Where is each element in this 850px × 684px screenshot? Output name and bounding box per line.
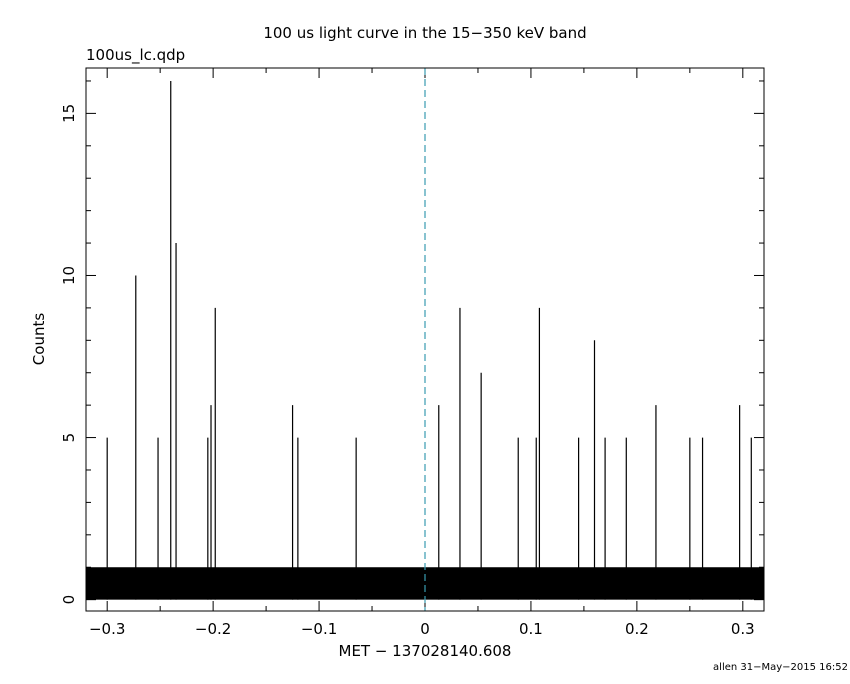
- x-tick-label: 0.2: [625, 620, 649, 638]
- x-tick-label: 0: [420, 620, 430, 638]
- x-axis-label: MET − 137028140.608: [339, 642, 512, 660]
- y-tick-label: 0: [60, 595, 78, 605]
- chart-subtitle: 100us_lc.qdp: [86, 46, 185, 65]
- baseline-fill: [86, 567, 764, 600]
- ticks-group: −0.3 −0.2 −0.1 0 0.1 0.2 0.3 0 5 10 15: [60, 68, 764, 638]
- footer-stamp: allen 31−May−2015 16:52: [713, 662, 848, 673]
- bars-group: [86, 80, 764, 600]
- x-tick-label: 0.3: [731, 620, 755, 638]
- x-tick-label: 0.1: [519, 620, 543, 638]
- y-tick-label: 5: [60, 433, 78, 443]
- y-axis-label: Counts: [30, 313, 48, 366]
- x-tick-label: −0.2: [195, 620, 231, 638]
- plot-frame: [85, 67, 765, 612]
- x-tick-label: −0.3: [89, 620, 125, 638]
- chart-title: 100 us light curve in the 15−350 keV ban…: [263, 24, 586, 42]
- y-tick-label: 10: [60, 266, 78, 285]
- x-tick-label: −0.1: [301, 620, 337, 638]
- y-tick-label: 15: [60, 104, 78, 123]
